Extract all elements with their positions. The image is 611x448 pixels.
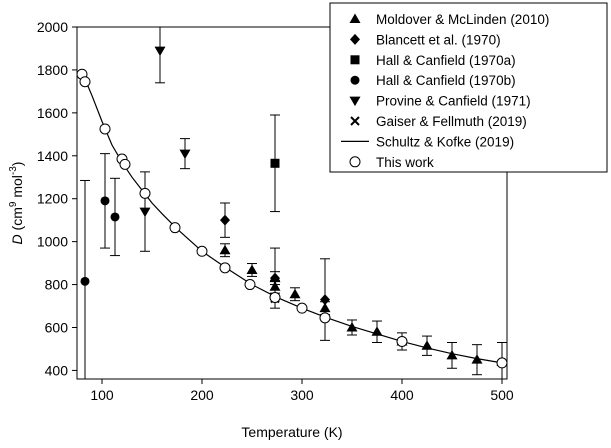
point-this-work: [319, 312, 331, 324]
y-axis-unit-close: ): [9, 162, 25, 167]
y-axis-unit-exp2: -3: [8, 166, 19, 175]
legend-marker-moldover-mclinden-2010: [349, 13, 361, 23]
legend-marker-hall-canfield-1970a: [350, 55, 360, 65]
point-this-work: [99, 123, 111, 135]
y-tick-label: 800: [45, 277, 69, 293]
legend-marker-gaiser-fellmuth-2019: [350, 116, 360, 126]
point-this-work: [196, 245, 208, 257]
legend-marker-this-work: [349, 156, 361, 168]
plot-area: [76, 26, 508, 380]
legend-marker-hall-canfield-1970b: [350, 75, 360, 85]
legend-box: [329, 2, 608, 173]
x-axis-label: Temperature (K): [241, 424, 342, 440]
point-moldover-mclinden-2010: [421, 340, 433, 350]
point-hall-canfield-1970b: [80, 276, 90, 286]
point-blancett-et-al-1970: [220, 214, 230, 226]
x-tick-label: 100: [90, 387, 114, 403]
legend-label-gaiser-fellmuth-2019: Gaiser & Fellmuth (2019): [376, 114, 527, 129]
point-blancett-et-al-1970: [320, 294, 330, 306]
point-moldover-mclinden-2010: [346, 321, 358, 332]
legend-label-schultz-kofke-2019: Schultz & Kofke (2019): [376, 134, 514, 149]
legend-label-moldover-mclinden-2010: Moldover & McLinden (2010): [376, 12, 549, 27]
point-this-work: [119, 158, 131, 170]
x-tick-label: 400: [390, 387, 414, 403]
x-tick-label: 300: [290, 387, 314, 403]
point-this-work: [396, 335, 408, 347]
y-axis-symbol: D: [9, 234, 25, 244]
point-moldover-mclinden-2010: [289, 288, 301, 299]
legend-marker-provine-canfield-1971: [349, 96, 361, 107]
axis-ticks: 100 200 300 400 500 400 600 800 1000 1200 1400 1600…: [37, 19, 514, 403]
point-this-work: [219, 262, 231, 274]
point-this-work: [296, 302, 308, 314]
point-this-work: [496, 357, 508, 369]
point-moldover-mclinden-2010: [319, 302, 331, 313]
y-tick-label: 1200: [37, 191, 68, 207]
x-tick-label: 200: [190, 387, 214, 403]
y-tick-label: 1400: [37, 148, 68, 164]
legend-label-this-work: This work: [376, 155, 434, 170]
x-tick-label: 500: [490, 387, 514, 403]
point-moldover-mclinden-2010: [219, 244, 231, 255]
point-moldover-mclinden-2010: [269, 281, 281, 291]
y-tick-label: 1800: [37, 62, 68, 78]
legend-label-blancett-et-al-1970: Blancett et al. (1970): [376, 32, 501, 47]
y-axis-label: D (cm9 mol-3): [8, 162, 25, 245]
point-blancett-et-al-1970: [270, 272, 280, 284]
point-this-work: [79, 76, 91, 88]
point-moldover-mclinden-2010: [471, 354, 483, 364]
point-moldover-mclinden-2010: [246, 264, 258, 274]
point-this-work: [139, 187, 151, 199]
point-this-work: [269, 291, 281, 303]
legend-label-provine-canfield-1971: Provine & Canfield (1971): [376, 94, 531, 109]
y-tick-label: 1000: [37, 234, 68, 250]
y-tick-label: 600: [45, 319, 69, 335]
point-hall-canfield-1970b: [100, 196, 110, 206]
y-tick-label: 400: [45, 362, 69, 378]
legend-marker-blancett-et-al-1970: [350, 33, 360, 45]
y-tick-label: 1600: [37, 105, 68, 121]
y-axis-unit-exp1: 9: [8, 201, 19, 207]
point-hall-canfield-1970b: [110, 212, 120, 222]
y-tick-label: 2000: [37, 19, 68, 35]
point-moldover-mclinden-2010: [371, 326, 383, 336]
legend: Moldover & McLinden (2010) Blancett et al…: [329, 2, 608, 173]
legend-label-hall-canfield-1970b: Hall & Canfield (1970b): [376, 73, 516, 88]
legend-label-hall-canfield-1970a: Hall & Canfield (1970a): [376, 53, 516, 68]
point-provine-canfield-1971: [139, 207, 151, 218]
point-hall-canfield-1970a: [270, 158, 280, 168]
y-axis-unit-open: (cm: [9, 207, 25, 234]
point-provine-canfield-1971: [179, 149, 191, 160]
point-provine-canfield-1971: [154, 46, 166, 57]
data-markers: [76, 46, 508, 369]
point-this-work: [244, 279, 256, 291]
point-moldover-mclinden-2010: [446, 349, 458, 360]
point-this-work: [169, 222, 181, 234]
y-axis-unit-mid: mol: [9, 175, 25, 201]
